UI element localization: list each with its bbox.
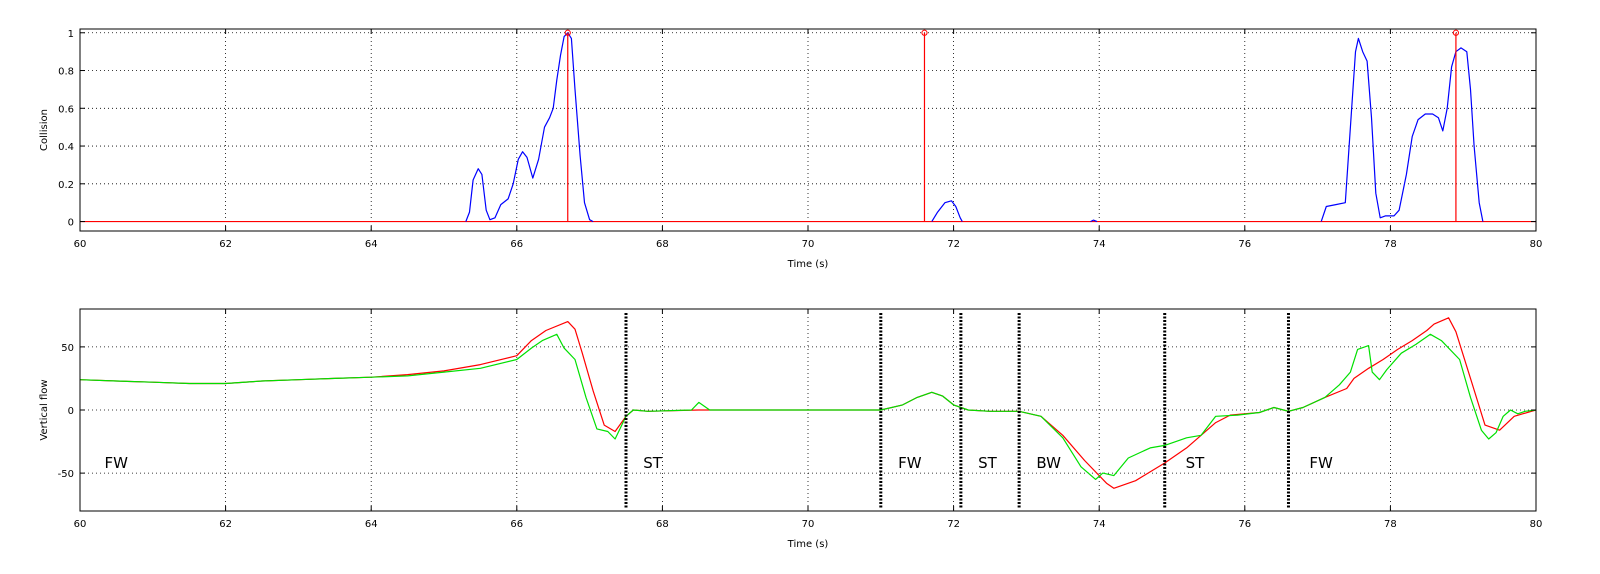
plot-area — [80, 32, 1536, 223]
x-tick-label: 70 — [802, 239, 815, 250]
x-tick-label: 64 — [365, 519, 378, 530]
x-axis-label: Time (s) — [787, 539, 829, 550]
x-tick-label: 62 — [219, 239, 232, 250]
vertical-flow-panel: FW ST FW ST BW ST FW 60 62 64 66 68 70 72 74 76 78 80 -50 0… — [39, 308, 1543, 550]
y-tick-label: 0 — [68, 406, 74, 417]
x-tick-label: 74 — [1093, 239, 1106, 250]
x-tick-label: 80 — [1530, 239, 1543, 250]
segment-label: ST — [1186, 454, 1206, 472]
x-tick-label: 70 — [802, 519, 815, 530]
x-tick-label: 72 — [947, 239, 960, 250]
y-tick-label: 0 — [68, 218, 74, 229]
segment-label: ST — [978, 454, 998, 472]
x-tick-label: 66 — [510, 519, 523, 530]
x-tick-label: 60 — [74, 519, 87, 530]
segment-label: FW — [898, 454, 922, 472]
segment-label: FW — [105, 454, 129, 472]
x-axis-label: Time (s) — [787, 259, 829, 270]
y-tick-label: -50 — [58, 469, 74, 480]
x-tick-label: 62 — [219, 519, 232, 530]
grid — [80, 29, 1536, 231]
y-axis-label: Vertical flow — [39, 379, 50, 440]
x-tick-label: 72 — [947, 519, 960, 530]
segment-label: ST — [643, 454, 663, 472]
x-tick-label: 78 — [1384, 239, 1397, 250]
y-tick-label: 0.8 — [58, 67, 74, 78]
x-tick-label: 68 — [656, 519, 669, 530]
y-tick-label: 50 — [61, 343, 74, 354]
y-axis-label: Collision — [39, 109, 50, 151]
stem-marker — [564, 29, 571, 36]
x-tick-label: 60 — [74, 239, 87, 250]
y-tick-label: 1 — [68, 29, 74, 40]
series-line-1 — [80, 333, 1536, 480]
stem-marker — [1452, 29, 1460, 36]
series-line-1 — [931, 200, 963, 222]
x-tick-label: 64 — [365, 239, 378, 250]
x-tick-label: 80 — [1530, 519, 1543, 530]
x-tick-label: 74 — [1093, 519, 1106, 530]
plot-area — [80, 317, 1536, 489]
collision-panel: 60 62 64 66 68 70 72 74 76 78 80 0 0.2 0.4 0.6 0.8 1 Time… — [39, 28, 1543, 270]
x-tick-label: 66 — [510, 239, 523, 250]
y-tick-label: 0.2 — [58, 180, 74, 191]
series-line-2 — [1090, 219, 1098, 223]
x-tick-label: 68 — [656, 239, 669, 250]
x-tick-label: 78 — [1384, 519, 1397, 530]
series-line-3 — [1320, 37, 1484, 222]
y-tick-label: 0.6 — [58, 104, 74, 115]
stem-marker — [921, 29, 928, 36]
series-line-0 — [465, 32, 594, 223]
segment-label: BW — [1036, 454, 1061, 472]
x-tick-label: 76 — [1238, 519, 1251, 530]
segment-label: FW — [1309, 454, 1333, 472]
x-tick-label: 76 — [1238, 239, 1251, 250]
y-tick-label: 0.4 — [58, 142, 74, 153]
